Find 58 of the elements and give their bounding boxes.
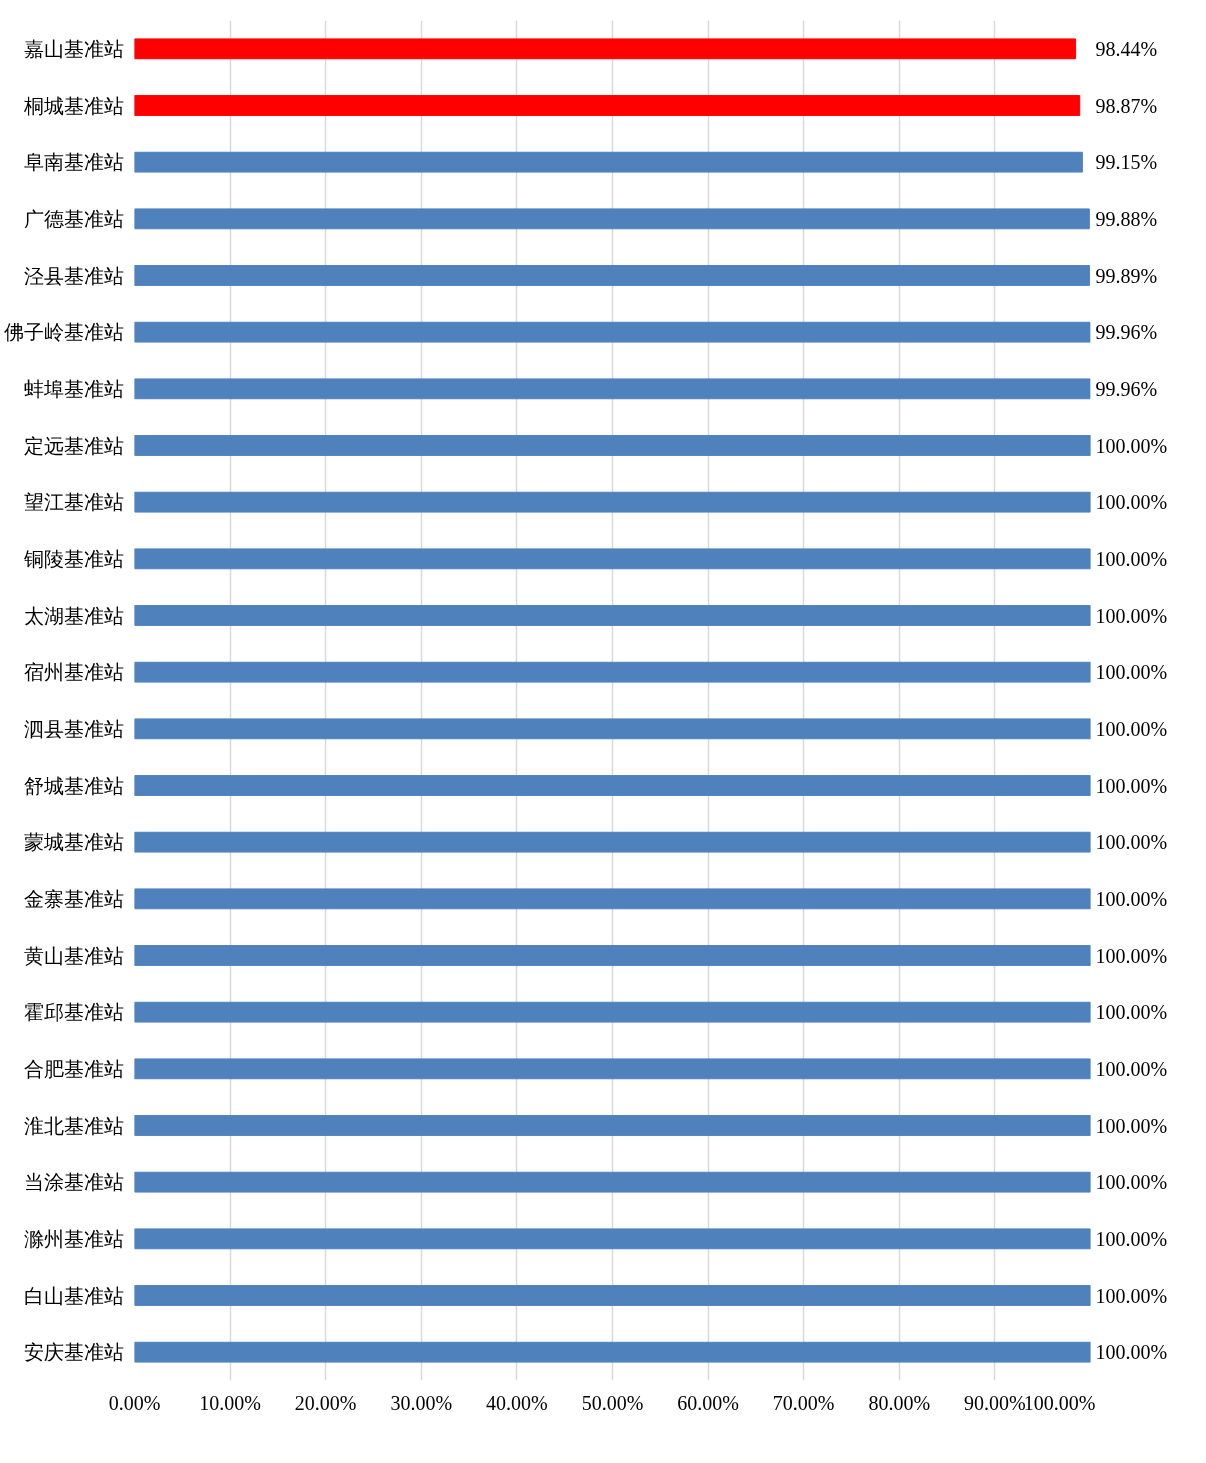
y-tick-label: 滁州基准站: [23, 1227, 124, 1250]
x-tick-label: 70.00%: [772, 1391, 835, 1414]
y-tick-label: 佛子岭基准站: [3, 321, 124, 344]
data-label: 100.00%: [1095, 944, 1168, 967]
data-label: 100.00%: [1095, 1114, 1168, 1137]
x-tick-label: 40.00%: [486, 1391, 548, 1414]
y-tick-label: 舒城基准站: [23, 774, 124, 797]
y-tick-label: 广德基准站: [23, 207, 124, 230]
y-tick-label: 蒙城基准站: [23, 831, 124, 854]
data-label: 99.96%: [1095, 321, 1158, 344]
data-label: 100.00%: [1095, 1001, 1168, 1024]
data-label: 100.00%: [1095, 1227, 1168, 1250]
y-tick-label: 太湖基准站: [23, 604, 124, 627]
y-tick-label: 望江基准站: [23, 491, 124, 514]
data-label: 100.00%: [1095, 1171, 1168, 1194]
y-tick-label: 嘉山基准站: [23, 37, 124, 60]
y-tick-label: 桐城基准站: [22, 94, 124, 117]
x-tick-label: 50.00%: [581, 1391, 644, 1414]
x-tick-label: 60.00%: [677, 1391, 739, 1414]
data-label: 100.00%: [1095, 604, 1168, 627]
y-tick-label: 当涂基准站: [23, 1171, 124, 1194]
data-label: 99.89%: [1095, 264, 1158, 287]
data-label: 100.00%: [1095, 434, 1168, 457]
y-tick-label: 阜南基准站: [23, 151, 124, 174]
data-label: 98.44%: [1095, 37, 1158, 60]
y-tick-label: 铜陵基准站: [22, 547, 124, 570]
x-tick-label: 10.00%: [199, 1391, 261, 1414]
data-label: 99.96%: [1095, 377, 1158, 400]
y-tick-label: 定远基准站: [23, 434, 124, 457]
y-tick-label: 泾县基准站: [23, 264, 124, 287]
y-tick-label: 霍邱基准站: [23, 1001, 124, 1024]
x-tick-label: 20.00%: [294, 1391, 357, 1414]
data-label: 100.00%: [1095, 491, 1168, 514]
data-label: 100.00%: [1095, 717, 1168, 740]
x-tick-label: 0.00%: [108, 1391, 161, 1414]
data-label: 99.15%: [1095, 151, 1158, 174]
data-label: 100.00%: [1095, 774, 1168, 797]
y-tick-label: 蚌埠基准站: [23, 377, 124, 400]
x-tick-label: 30.00%: [390, 1391, 453, 1414]
data-label: 98.87%: [1095, 94, 1158, 117]
y-tick-label: 淮北基准站: [23, 1114, 124, 1137]
data-label: 100.00%: [1095, 1057, 1168, 1080]
y-tick-label: 合肥基准站: [23, 1057, 124, 1080]
data-label: 100.00%: [1095, 547, 1168, 570]
y-tick-label: 白山基准站: [23, 1284, 124, 1307]
data-label: 100.00%: [1095, 887, 1168, 910]
y-tick-label: 宿州基准站: [23, 661, 124, 684]
data-label: 99.88%: [1095, 207, 1158, 230]
x-tick-label: 80.00%: [868, 1391, 931, 1414]
y-tick-label: 黄山基准站: [23, 944, 124, 967]
y-tick-label: 安庆基准站: [23, 1341, 124, 1364]
x-tick-label: 90.00%: [964, 1391, 1026, 1414]
y-tick-label: 泗县基准站: [23, 717, 124, 740]
data-label: 100.00%: [1095, 831, 1168, 854]
y-tick-label: 金寨基准站: [23, 887, 124, 910]
data-label: 100.00%: [1095, 1284, 1168, 1307]
data-label: 100.00%: [1095, 661, 1168, 684]
data-label: 100.00%: [1095, 1341, 1168, 1364]
